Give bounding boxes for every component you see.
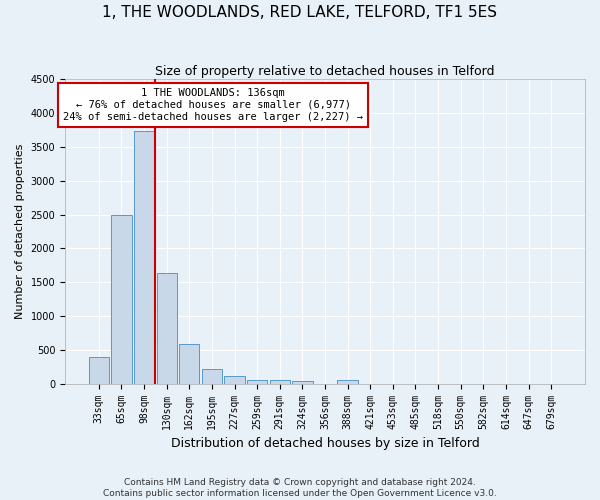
Text: 1 THE WOODLANDS: 136sqm
← 76% of detached houses are smaller (6,977)
24% of semi: 1 THE WOODLANDS: 136sqm ← 76% of detache… — [63, 88, 363, 122]
Bar — [134, 132, 154, 384]
Bar — [337, 380, 358, 384]
Bar — [157, 272, 177, 384]
Bar — [269, 380, 290, 384]
Bar — [202, 369, 222, 384]
X-axis label: Distribution of detached houses by size in Telford: Distribution of detached houses by size … — [170, 437, 479, 450]
Title: Size of property relative to detached houses in Telford: Size of property relative to detached ho… — [155, 65, 495, 78]
Y-axis label: Number of detached properties: Number of detached properties — [15, 144, 25, 319]
Text: 1, THE WOODLANDS, RED LAKE, TELFORD, TF1 5ES: 1, THE WOODLANDS, RED LAKE, TELFORD, TF1… — [103, 5, 497, 20]
Bar — [179, 344, 199, 384]
Text: Contains HM Land Registry data © Crown copyright and database right 2024.
Contai: Contains HM Land Registry data © Crown c… — [103, 478, 497, 498]
Bar — [224, 376, 245, 384]
Bar — [247, 380, 268, 384]
Bar — [292, 382, 313, 384]
Bar — [111, 214, 131, 384]
Bar — [89, 358, 109, 384]
